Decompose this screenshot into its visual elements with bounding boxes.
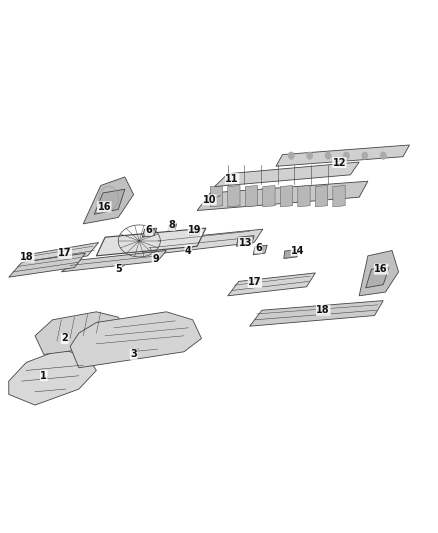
- Polygon shape: [96, 228, 206, 256]
- Circle shape: [325, 152, 331, 159]
- Text: 10: 10: [203, 195, 216, 205]
- Text: 16: 16: [374, 264, 388, 274]
- Text: 19: 19: [188, 225, 201, 235]
- Text: 1: 1: [40, 371, 47, 381]
- Polygon shape: [298, 185, 310, 207]
- Circle shape: [288, 152, 294, 159]
- Polygon shape: [168, 224, 177, 231]
- Circle shape: [362, 152, 368, 159]
- Circle shape: [307, 152, 313, 159]
- Text: 6: 6: [255, 243, 262, 253]
- Polygon shape: [197, 181, 368, 211]
- Polygon shape: [366, 268, 389, 288]
- Polygon shape: [315, 185, 328, 207]
- Polygon shape: [83, 177, 134, 224]
- Polygon shape: [189, 228, 201, 236]
- Polygon shape: [9, 349, 96, 405]
- Polygon shape: [245, 185, 258, 207]
- Polygon shape: [263, 185, 275, 207]
- Polygon shape: [250, 301, 383, 326]
- Circle shape: [380, 152, 386, 159]
- Polygon shape: [70, 312, 201, 368]
- Text: 14: 14: [291, 246, 304, 255]
- Polygon shape: [284, 249, 299, 259]
- Text: 3: 3: [130, 350, 137, 359]
- Polygon shape: [253, 245, 267, 255]
- Text: 17: 17: [58, 248, 71, 258]
- Polygon shape: [94, 189, 125, 214]
- Polygon shape: [237, 236, 254, 246]
- Text: 17: 17: [248, 278, 261, 287]
- Polygon shape: [210, 185, 223, 207]
- Circle shape: [343, 152, 350, 159]
- Polygon shape: [140, 229, 263, 256]
- Polygon shape: [18, 243, 99, 268]
- Polygon shape: [9, 253, 85, 277]
- Polygon shape: [276, 145, 410, 166]
- Text: 2: 2: [61, 334, 68, 343]
- Polygon shape: [280, 185, 293, 207]
- Polygon shape: [228, 185, 240, 207]
- Text: 18: 18: [20, 252, 34, 262]
- Polygon shape: [35, 312, 127, 354]
- Polygon shape: [228, 273, 315, 296]
- Text: 9: 9: [152, 254, 159, 263]
- Text: 5: 5: [115, 264, 122, 274]
- Polygon shape: [359, 251, 399, 296]
- Polygon shape: [142, 228, 157, 237]
- Text: 11: 11: [226, 174, 239, 183]
- Polygon shape: [333, 185, 345, 207]
- Text: 8: 8: [168, 221, 175, 230]
- Text: 12: 12: [333, 158, 346, 167]
- Polygon shape: [61, 251, 166, 272]
- Polygon shape: [215, 162, 359, 187]
- Text: 18: 18: [316, 305, 330, 315]
- Text: 4: 4: [185, 246, 192, 255]
- Text: 6: 6: [145, 225, 152, 235]
- Text: 16: 16: [98, 202, 111, 212]
- Text: 13: 13: [239, 238, 252, 247]
